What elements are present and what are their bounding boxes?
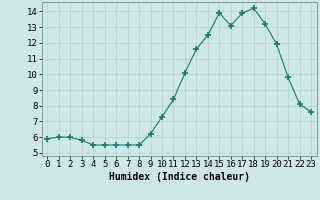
X-axis label: Humidex (Indice chaleur): Humidex (Indice chaleur): [109, 172, 250, 182]
